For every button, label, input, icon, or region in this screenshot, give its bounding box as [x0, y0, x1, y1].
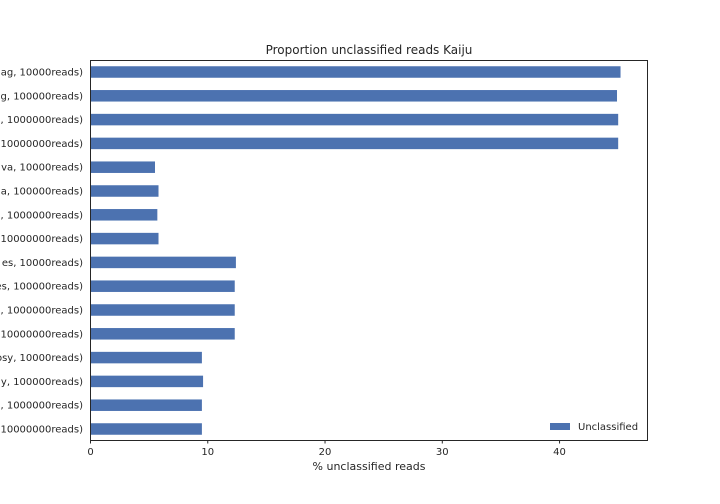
x-ticks: 0 10 20 30 40	[87, 440, 566, 458]
y-tick-label-7: , 1000000reads)	[0, 210, 83, 221]
bar-12	[90, 328, 235, 340]
y-tick-label-3: , 1000000reads)	[0, 115, 83, 126]
legend-swatch	[550, 423, 570, 430]
bar-13	[90, 351, 202, 364]
y-tick-label-8: 10000000reads)	[0, 234, 83, 245]
y-tick-label-12: 10000000reads)	[0, 329, 83, 340]
chart-title: Proportion unclassified reads Kaiju	[266, 43, 473, 57]
x-tick-label-0: 0	[87, 447, 93, 458]
x-tick-label-40: 40	[553, 447, 566, 458]
bar-8	[90, 232, 159, 245]
bar-1	[90, 66, 621, 78]
y-tick-label-15: , 1000000reads)	[0, 401, 83, 412]
y-tick-label-6: a, 100000reads)	[1, 187, 83, 198]
y-tick-label-2: g, 100000reads)	[0, 91, 83, 102]
x-tick-label-30: 30	[436, 447, 449, 458]
y-tick-label-9: es, 10000reads)	[2, 258, 83, 269]
bar-5	[90, 161, 155, 173]
y-tick-label-16: 10000000reads)	[0, 425, 83, 436]
bar-9	[90, 256, 236, 269]
bar-4	[90, 137, 619, 150]
y-tick-label-1: ag, 10000reads)	[1, 68, 83, 79]
legend-label: Unclassified	[578, 422, 638, 433]
bar-16	[90, 423, 202, 435]
y-tick-label-10: es, 100000reads)	[0, 282, 83, 293]
x-tick-label-10: 10	[201, 447, 214, 458]
bar-3	[90, 113, 619, 126]
y-tick-label-5: va, 10000reads)	[1, 163, 83, 174]
bars-group	[90, 66, 621, 435]
x-tick-label-20: 20	[319, 447, 332, 458]
y-tick-label-4: 10000000reads)	[0, 139, 83, 150]
y-tick-label-13: osy, 10000reads)	[0, 353, 83, 364]
bar-11	[90, 304, 235, 316]
bar-10	[90, 280, 235, 292]
y-tick-label-14: y, 100000reads)	[1, 377, 83, 388]
bar-14	[90, 375, 204, 388]
bar-6	[90, 185, 159, 197]
y-tick-labels: ag, 10000reads) g, 100000reads) , 1000000r…	[0, 68, 83, 436]
bar-7	[90, 209, 158, 221]
plot-frame	[90, 60, 648, 441]
bar-15	[90, 399, 202, 411]
x-axis-label: % unclassified reads	[313, 460, 426, 473]
legend: Unclassified	[550, 422, 638, 433]
y-tick-label-11: , 1000000reads)	[0, 306, 83, 317]
bar-2	[90, 90, 618, 102]
